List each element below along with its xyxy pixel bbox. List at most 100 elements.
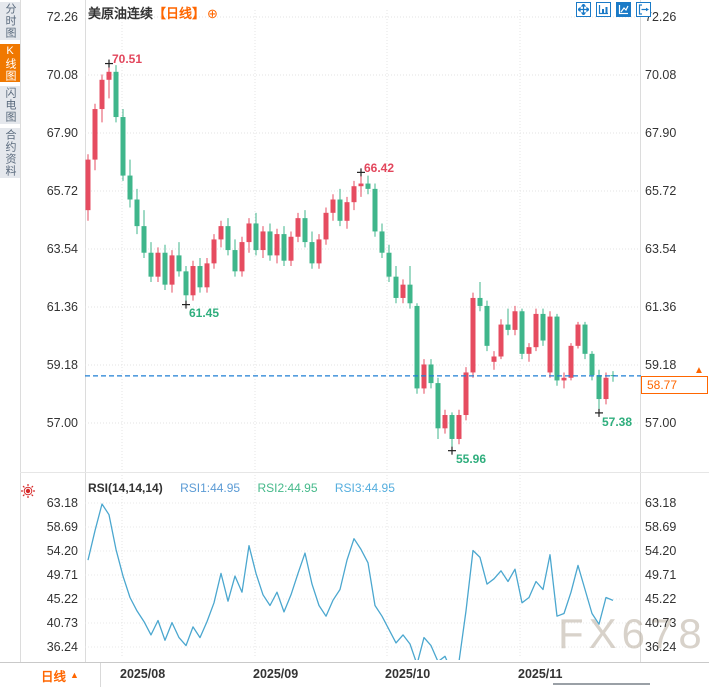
price-axis-label-right: 72.26 [645, 10, 677, 24]
candle [281, 234, 287, 261]
price-axis-label-right: 59.18 [645, 357, 677, 372]
rsi2-value: RSI2:44.95 [257, 481, 318, 495]
candle [561, 377, 567, 381]
high-price-label: 70.51 [112, 52, 143, 66]
price-axis-label-right: 61.36 [645, 299, 677, 314]
crosshair-move-icon[interactable] [576, 2, 591, 17]
candle [491, 356, 497, 362]
rsi-legend: RSI(14,14,14) RSI1:44.95 RSI2:44.95 RSI3… [88, 481, 395, 495]
horizontal-scrollbar[interactable] [553, 683, 650, 685]
candle [92, 109, 98, 160]
candle [148, 252, 154, 277]
candle [512, 311, 518, 330]
candle [386, 252, 392, 277]
candle [470, 297, 476, 373]
price-alert-arrow-icon: ▲ [694, 365, 704, 376]
candle [498, 324, 504, 357]
candle [400, 284, 406, 298]
candle [183, 271, 189, 296]
candle [393, 276, 399, 298]
price-axis-label-right: 70.08 [645, 67, 677, 82]
sidebar-tab-label: 闪电图 [4, 87, 16, 123]
candle [239, 242, 245, 272]
exit-panel-icon[interactable] [636, 2, 651, 17]
rsi-axis-label-left: 40.73 [46, 615, 78, 630]
left-axis-border [85, 0, 86, 662]
candle [302, 218, 308, 243]
candle [232, 250, 238, 272]
candle [190, 266, 196, 296]
candle [225, 226, 231, 251]
rsi-axis-label-left: 36.24 [46, 639, 78, 654]
candle [505, 324, 511, 330]
x-axis-month-label: 2025/08 [120, 667, 166, 681]
candle [120, 117, 126, 176]
candle [351, 186, 357, 203]
candle [365, 183, 371, 189]
candle [603, 377, 609, 400]
sidebar-tab-label: K线图 [4, 44, 16, 82]
candle [379, 231, 385, 253]
price-axis-label-right: 57.00 [645, 415, 677, 430]
candle [337, 199, 343, 221]
candle [519, 311, 525, 354]
candle [547, 316, 553, 373]
candle [176, 255, 182, 272]
chevron-up-icon: ▲ [70, 670, 79, 680]
low-price-label: 57.38 [602, 415, 633, 429]
chart-frame-icon[interactable] [596, 2, 611, 17]
sidebar-tab-time-chart[interactable]: 分时图 [0, 2, 20, 40]
low-price-label: 61.45 [189, 306, 220, 320]
candle [407, 284, 413, 304]
candle [162, 252, 168, 285]
candle [211, 239, 217, 264]
chart-frame-active-icon[interactable] [616, 2, 631, 17]
period-selector[interactable]: 日线 ▲ [20, 663, 101, 687]
x-axis-month-label: 2025/11 [518, 667, 563, 681]
panel-separator [20, 472, 709, 473]
chart-type-sidebar: 分时图 K线图 闪电图 合约资料 [0, 0, 20, 662]
candle [274, 234, 280, 256]
candle [169, 255, 175, 285]
candle [246, 223, 252, 243]
price-axis-label-left: 57.00 [46, 415, 78, 430]
candle [582, 324, 588, 354]
price-axis-label-left: 70.08 [46, 67, 78, 82]
candle [330, 199, 336, 213]
rsi-axis-label-right: 45.22 [645, 591, 677, 606]
candle [155, 252, 161, 277]
candle [106, 71, 112, 80]
low-price-label: 55.96 [456, 452, 487, 466]
candle [358, 183, 364, 187]
candle [477, 297, 483, 306]
period-tag: 【日线】 [153, 6, 206, 21]
candle [540, 313, 546, 341]
sidebar-tab-quick-chart[interactable]: 闪电图 [0, 86, 20, 124]
candle [134, 199, 140, 227]
price-axis-label-left: 72.26 [46, 10, 78, 24]
candle [323, 212, 329, 240]
settings-plus-icon[interactable]: ⊕ [207, 6, 218, 21]
candle [372, 188, 378, 232]
candle [456, 415, 462, 439]
sidebar-tab-kline-chart[interactable]: K线图 [0, 44, 20, 82]
candle [344, 202, 350, 221]
candle [533, 313, 539, 348]
sidebar-tab-contract-info[interactable]: 合约资料 [0, 128, 20, 178]
indicator-settings-icon[interactable] [20, 483, 36, 499]
sidebar-tab-label: 合约资料 [4, 129, 16, 177]
candle [267, 231, 273, 256]
rsi3-value: RSI3:44.95 [334, 481, 395, 495]
chart-header: 美原油连续【日线】 ⊕ [88, 3, 218, 22]
rsi-axis-label-right: 63.18 [645, 496, 677, 510]
candle [253, 223, 259, 251]
candle [260, 231, 266, 251]
rsi-axis-label-right: 49.71 [645, 567, 677, 582]
candle [204, 263, 210, 288]
rsi-axis-label-right: 36.24 [645, 639, 677, 654]
rsi-axis-label-left: 58.69 [46, 519, 78, 534]
rsi-axis-label-left: 54.20 [46, 543, 78, 558]
chart-toolbar [576, 2, 651, 17]
